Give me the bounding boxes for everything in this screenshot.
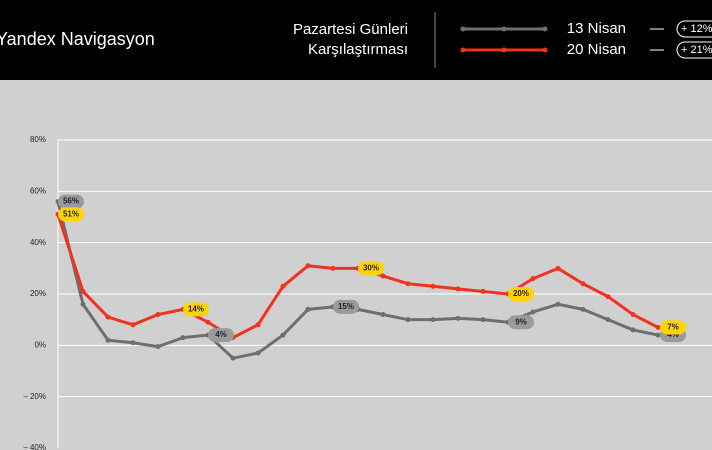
point — [455, 315, 461, 321]
point — [255, 350, 261, 356]
point — [80, 301, 86, 307]
point — [555, 301, 561, 307]
point — [480, 317, 486, 323]
value-label: 56% — [63, 197, 79, 206]
point — [380, 273, 386, 279]
point — [380, 312, 386, 318]
point — [430, 317, 436, 323]
point — [230, 355, 236, 361]
value-label: 7% — [667, 322, 679, 331]
change-badge — [676, 41, 712, 59]
value-label: 14% — [188, 305, 204, 314]
value-label-bg — [508, 287, 534, 301]
point — [330, 265, 336, 271]
value-label-bg — [208, 328, 234, 343]
value-label: 51% — [63, 210, 79, 219]
legend-label: 13 Nisan — [567, 20, 626, 37]
y-tick-label: – 40% — [23, 443, 46, 450]
value-label: 4% — [667, 330, 679, 339]
point — [280, 332, 286, 338]
point — [655, 324, 661, 330]
legend-dot — [501, 47, 507, 53]
value-label-bg — [508, 315, 534, 330]
logo: Yandex Navigasyon — [0, 29, 155, 49]
value-label: 4% — [215, 330, 227, 339]
point — [280, 283, 286, 289]
header — [0, 0, 712, 80]
point — [580, 281, 586, 287]
chart-title: Pazartesi Günleri — [293, 21, 408, 38]
value-label: 20% — [513, 289, 529, 298]
point — [530, 276, 536, 282]
legend-dot — [542, 47, 548, 53]
point — [130, 322, 136, 328]
point — [655, 332, 661, 338]
point — [605, 294, 611, 300]
value-label: 30% — [363, 263, 379, 272]
value-label-bg — [58, 194, 84, 209]
point — [630, 312, 636, 318]
point — [80, 288, 86, 294]
point — [130, 340, 136, 346]
point — [480, 288, 486, 294]
point — [455, 286, 461, 292]
point — [430, 283, 436, 289]
value-label-bg — [358, 261, 384, 276]
change-label: + 12% — [681, 23, 712, 35]
y-tick-label: 60% — [30, 186, 46, 195]
y-tick-label: 80% — [30, 135, 46, 144]
point — [155, 312, 161, 318]
legend-label: 20 Nisan — [567, 41, 626, 58]
value-label-bg — [58, 207, 84, 222]
legend-dot — [460, 26, 466, 32]
value-label-bg — [183, 302, 209, 317]
point — [105, 314, 111, 320]
value-label-bg — [660, 320, 686, 335]
point — [105, 337, 111, 343]
point — [530, 309, 536, 315]
point — [555, 265, 561, 271]
chart-title: Karşılaştırması — [308, 41, 408, 58]
y-tick-label: 20% — [30, 289, 46, 298]
y-tick-label: 40% — [30, 238, 46, 247]
legend-dot — [501, 26, 507, 32]
point — [580, 306, 586, 312]
point — [155, 344, 161, 350]
point — [605, 317, 611, 323]
change-label: + 21% — [681, 44, 712, 56]
point — [205, 319, 211, 325]
legend-dot — [542, 26, 548, 32]
point — [630, 327, 636, 333]
y-tick-label: – 20% — [23, 392, 46, 401]
legend-dot — [460, 47, 466, 53]
value-label: 15% — [338, 302, 354, 311]
point — [305, 306, 311, 312]
value-label-bg — [333, 299, 359, 314]
value-label: 9% — [515, 317, 527, 326]
y-tick-label: 0% — [34, 340, 46, 349]
point — [305, 263, 311, 269]
point — [405, 281, 411, 287]
point — [405, 317, 411, 323]
change-badge — [676, 20, 712, 38]
point — [255, 322, 261, 328]
point — [180, 335, 186, 341]
plot-background — [0, 80, 712, 450]
